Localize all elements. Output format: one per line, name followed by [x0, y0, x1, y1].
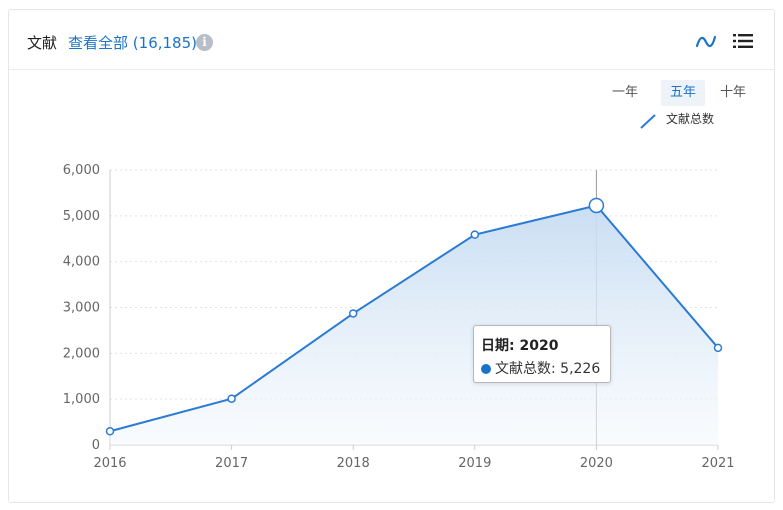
data-point[interactable] [470, 230, 480, 239]
view-all-label[interactable]: 查看全部 [68, 34, 129, 52]
x-tick-label: 2018 [337, 456, 370, 471]
view-all-count[interactable]: (16,185) [132, 34, 197, 52]
trend-line-icon[interactable] [695, 32, 717, 50]
x-tick-label: 2016 [93, 456, 126, 471]
range-tab-one-year[interactable]: 一年 [611, 85, 638, 100]
y-tick-label: 3,000 [63, 301, 100, 316]
x-tick-label: 2020 [580, 456, 613, 471]
data-point[interactable] [588, 197, 605, 214]
legend-line-icon [640, 114, 656, 129]
y-tick-label: 1,000 [63, 392, 100, 407]
list-icon[interactable] [733, 33, 753, 49]
series-line [109, 204, 719, 433]
data-point[interactable] [105, 427, 115, 436]
tooltip-series-value: 5,226 [560, 361, 601, 377]
range-tab-five-years[interactable]: 五年 [661, 80, 705, 106]
x-tick-label: 2017 [215, 456, 248, 471]
x-tick-label: 2021 [701, 456, 734, 471]
view-all-link[interactable]: 查看全部 (16,185) [68, 32, 197, 53]
series-area [110, 205, 718, 445]
info-icon[interactable]: i [196, 34, 213, 51]
data-point[interactable] [227, 394, 236, 403]
chart-tooltip: 日期: 2020 文献总数: 5,226 [473, 325, 611, 383]
tooltip-value: 文献总数: 5,226 [495, 361, 601, 377]
data-point[interactable] [713, 343, 723, 353]
y-tick-label: 5,000 [63, 209, 100, 224]
tooltip-series-name: 文献总数 [495, 361, 551, 377]
tooltip-title: 日期: 2020 [481, 338, 559, 354]
card-title: 文献 [27, 34, 58, 52]
y-tick-label: 6,000 [63, 163, 100, 178]
tooltip-series-dot [481, 364, 491, 374]
range-tab-ten-years[interactable]: 十年 [719, 85, 746, 100]
y-tick-label: 2,000 [63, 346, 100, 361]
card-header: 文献 查看全部 (16,185) i [9, 10, 774, 70]
legend-label: 文献总数 [666, 112, 715, 126]
data-point[interactable] [348, 309, 358, 318]
y-tick-label: 0 [92, 438, 100, 453]
x-tick-label: 2019 [458, 456, 491, 471]
y-tick-label: 4,000 [63, 255, 100, 270]
